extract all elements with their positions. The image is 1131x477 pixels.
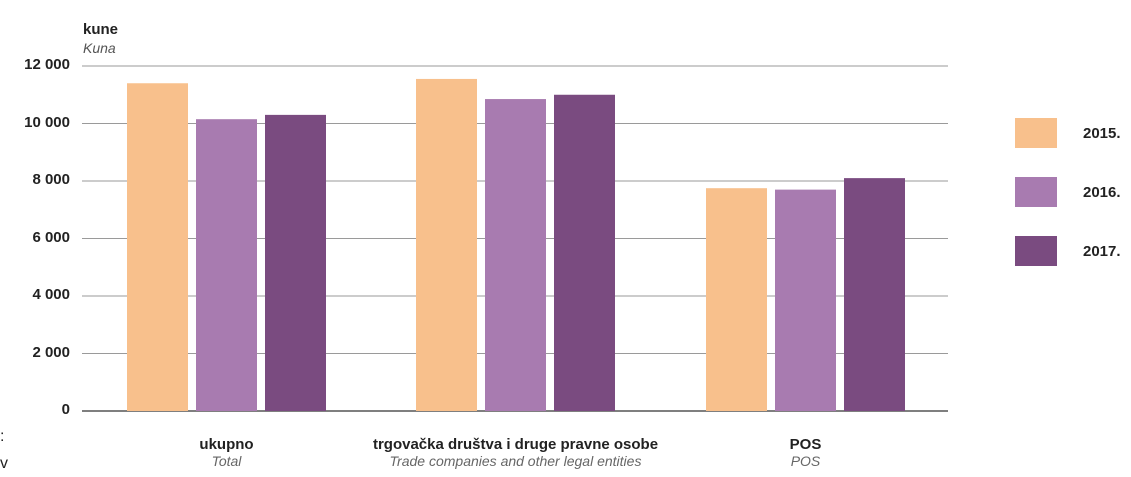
y-tick-label: 12 000 <box>24 56 70 73</box>
x-category-label-hr: trgovačka društva i druge pravne osobe <box>372 436 659 453</box>
x-category-label-hr: ukupno <box>199 436 254 453</box>
bar <box>416 78 477 411</box>
y-unit-label-en: Kuna <box>83 40 116 56</box>
x-category-label-en: Total <box>211 453 242 469</box>
edge-text-fragment: : <box>0 428 5 445</box>
legend-label: 2017. <box>1083 243 1121 260</box>
bar <box>265 114 326 411</box>
bar <box>127 83 188 411</box>
edge-text-fragment: v <box>0 455 8 472</box>
x-category-label-en: Trade companies and other legal entities <box>389 453 642 469</box>
bar <box>706 188 767 411</box>
x-category-label: POS POS <box>626 436 986 469</box>
y-tick-label: 10 000 <box>24 113 70 131</box>
y-tick-label: 4 000 <box>32 286 70 303</box>
bar <box>485 99 546 411</box>
legend-swatch <box>1015 177 1057 207</box>
y-tick-label: 2 000 <box>32 343 70 361</box>
bar <box>196 119 257 411</box>
y-tick-label: 8 000 <box>32 171 70 188</box>
legend-swatch <box>1015 118 1057 148</box>
legend-item: 2017. <box>1015 236 1131 266</box>
legend-item: 2015. <box>1015 118 1131 148</box>
legend-label: 2015. <box>1083 125 1121 142</box>
bar <box>554 94 615 411</box>
x-category-label-en: POS <box>790 453 821 469</box>
x-category-label: ukupno Total <box>47 436 407 469</box>
bar <box>844 178 905 411</box>
legend-swatch <box>1015 236 1057 266</box>
bar <box>775 189 836 411</box>
y-tick-label: 6 000 <box>32 228 70 246</box>
x-category-label-hr: POS <box>789 436 822 453</box>
x-category-label: trgovačka društva i druge pravne osobe Tr… <box>336 436 696 469</box>
legend-item: 2016. <box>1015 177 1131 207</box>
y-unit-label: kune <box>83 21 119 38</box>
legend-label: 2016. <box>1083 184 1121 201</box>
y-tick-label: 0 <box>61 401 70 418</box>
